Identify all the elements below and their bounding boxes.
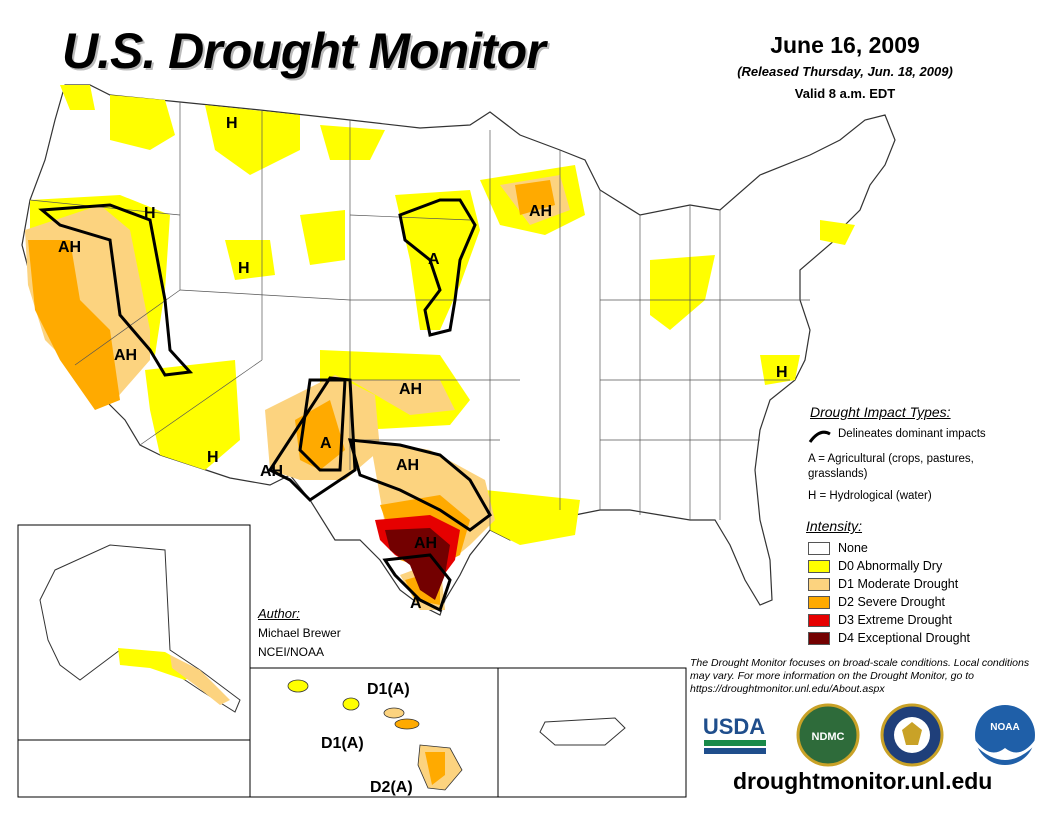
label-a-newmexico: A	[320, 435, 332, 452]
impact-line-description: Delineates dominant impacts	[838, 428, 986, 440]
impact-lines	[38, 198, 492, 613]
intensity-item: D4 Exceptional Drought	[808, 630, 970, 646]
label-ah-nevada: AH	[114, 347, 137, 364]
puerto-rico-inset	[497, 667, 687, 798]
intensity-swatch	[808, 613, 830, 627]
label-ah-oregon: AH	[58, 239, 81, 256]
intensity-swatch	[808, 559, 830, 573]
map-title: U.S. Drought Monitor	[62, 23, 546, 79]
intensity-item: None	[808, 540, 868, 556]
hawaii-label-2: D1(A)	[321, 735, 364, 752]
release-date: (Released Thursday, Jun. 18, 2009)	[737, 64, 953, 79]
intensity-item: D2 Severe Drought	[808, 594, 945, 610]
label-ah-texaswest: AH	[260, 463, 283, 480]
label-h-montana: H	[226, 115, 238, 132]
usda-logo-text: USDA	[703, 714, 765, 739]
d4-area	[385, 528, 450, 600]
label-a-nebraska: A	[428, 251, 440, 268]
intensity-swatch	[808, 595, 830, 609]
intensity-item: D0 Abnormally Dry	[808, 558, 942, 574]
intensity-legend-heading: Intensity:	[806, 518, 863, 534]
intensity-label: D0 Abnormally Dry	[838, 559, 943, 573]
site-url[interactable]: droughtmonitor.unl.edu	[733, 768, 993, 794]
impact-agricultural: A = Agricultural (crops, pastures, grass…	[808, 453, 974, 480]
alaska-inset	[17, 524, 251, 798]
intensity-swatch	[808, 577, 830, 591]
info-note: The Drought Monitor focuses on broad-sca…	[690, 657, 1030, 695]
label-h-carolina: H	[776, 364, 788, 381]
impact-legend-heading: Drought Impact Types:	[810, 404, 951, 420]
intensity-label: D4 Exceptional Drought	[838, 631, 971, 645]
ndmc-logo-text: NDMC	[812, 731, 845, 743]
valid-time: Valid 8 a.m. EDT	[794, 86, 896, 101]
usda-logo: USDA	[703, 714, 766, 754]
label-ah-kansas: AH	[399, 381, 422, 398]
intensity-item: D3 Extreme Drought	[808, 612, 952, 628]
noaa-logo: NOAA	[975, 705, 1035, 765]
map-date: June 16, 2009	[770, 32, 920, 58]
state-lines	[29, 102, 810, 530]
author-name: Michael Brewer	[258, 626, 341, 640]
label-ah-texascentral: AH	[414, 535, 437, 552]
intensity-label: D1 Moderate Drought	[838, 577, 959, 591]
intensity-item: D1 Moderate Drought	[808, 576, 958, 592]
label-h-wyoming: H	[238, 260, 250, 277]
intensity-swatch	[808, 631, 830, 645]
author-org: NCEI/NOAA	[258, 645, 325, 659]
label-ah-wisconsin: AH	[529, 203, 552, 220]
impact-line-sample	[808, 430, 831, 443]
author-heading: Author:	[258, 606, 300, 621]
hawaii-inset: D1(A) D1(A) D2(A)	[249, 667, 499, 798]
hawaii-label-3: D2(A)	[370, 779, 413, 796]
noaa-logo-text: NOAA	[990, 722, 1019, 733]
intensity-label: None	[838, 541, 868, 555]
label-ah-texasnorth: AH	[396, 457, 419, 474]
label-a-texassouth: A	[410, 595, 422, 612]
hawaii-label-1: D1(A)	[367, 681, 410, 698]
intensity-label: D2 Severe Drought	[838, 595, 946, 609]
conus-outline	[21, 84, 896, 616]
impact-hydrological: H = Hydrological (water)	[808, 490, 932, 502]
ndmc-logo: NDMC	[796, 703, 860, 767]
intensity-label: D3 Extreme Drought	[838, 613, 952, 627]
label-h-idaho: H	[144, 205, 156, 222]
commerce-seal	[880, 703, 944, 767]
intensity-swatch	[808, 541, 830, 555]
label-h-arizona: H	[207, 449, 219, 466]
